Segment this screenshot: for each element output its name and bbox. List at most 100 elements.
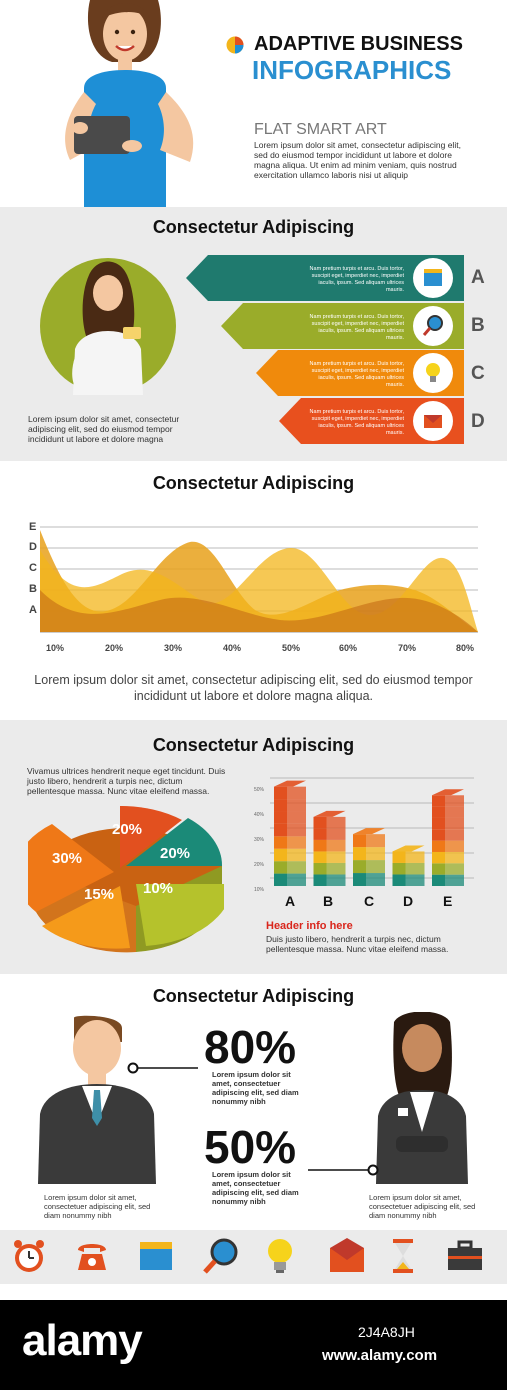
bar-e [432,789,464,886]
bar-a [274,780,306,886]
stat1-value: 80% [204,1021,297,1073]
bar-cap [392,845,425,852]
bar-label-e: E [443,893,453,909]
telephone-icon [72,1236,112,1276]
bar-segment [392,862,406,875]
bar-segment [274,848,287,862]
banner-d-text: Nam pretium turpis et arcu. Duis tortor,… [309,409,404,436]
bar-cap [353,828,385,835]
notepad-icon [413,258,453,298]
y-label-d: D [29,541,37,553]
envelope-icon [413,401,453,441]
briefcase-icon [445,1236,485,1276]
bar-segment [392,874,406,886]
bar-segment [274,823,287,837]
magnifier-icon-bar [202,1236,242,1276]
businesswoman-illustration [40,258,176,395]
header-body-text: Lorem ipsum dolor sit amet, consectetur … [254,140,461,180]
bar-segment [432,795,445,807]
banner-b-text: Nam pretium turpis et arcu. Duis tortor,… [309,314,404,341]
bar-segment-side [326,851,346,863]
bar-segment-side [445,806,464,818]
bar-segment [274,811,287,824]
bar-segment-side [287,811,306,824]
bar-segment-side [445,851,464,864]
bar-segment [353,860,366,874]
bar-segment [274,786,287,800]
lightbulb-icon [413,353,453,393]
pie-chart [28,806,224,953]
bar-segment [274,861,287,874]
bar-segment-side [326,816,346,829]
section-abcd: Consectetur Adipiscing Lorem ipsum dolor… [0,207,507,461]
header-title-line2: INFOGRAPHICS [252,55,452,85]
bar-segment-side [287,873,306,886]
bar-label-b: B [323,893,334,909]
pie-label-30: 30% [52,850,83,867]
watermark-brand: alamy [22,1316,143,1365]
x-label-50: 50% [282,643,301,653]
bar-segment-side [366,873,385,886]
header-section: ADAPTIVE BUSINESS INFOGRAPHICS FLAT SMAR… [0,0,507,207]
woman-with-tablet-illustration [65,0,194,207]
section3-footer: Duis justo libero, hendrerit a turpis ne… [266,934,449,954]
letter-c: C [471,363,485,384]
x-label-60: 60% [339,643,358,653]
bar-segment-side [287,823,306,837]
bar-segment-side [326,874,346,886]
businesswoman-arms-crossed-illustration [376,1012,468,1184]
bar-segment [432,863,445,875]
section1-title: Consectetur Adipiscing [152,217,355,237]
bar-segment [353,847,366,861]
bar-segment-side [445,863,464,875]
alarm-clock-icon [9,1236,49,1276]
footer-gap [0,1284,507,1300]
bar-c [353,828,385,886]
bar-chart [270,777,474,886]
x-label-20: 20% [105,643,124,653]
bar-segment [353,834,366,848]
stat1-text: Lorem ipsum dolor sit amet, consectetuer… [212,1070,299,1106]
x-label-40: 40% [223,643,242,653]
bar-b [313,810,346,886]
letter-d: D [471,411,485,432]
bar-label-d: D [403,893,414,909]
x-label-70: 70% [398,643,417,653]
magnifier-icon [413,306,453,346]
bar-segment [432,840,445,852]
bar-segment-side [287,799,306,812]
bar-segment-side [445,840,464,852]
pie-label-10: 10% [143,880,174,897]
bar-segment-side [287,786,306,800]
bar-cap [432,789,464,796]
pie-label-20b: 20% [160,845,191,862]
banner-a-text: Nam pretium turpis et arcu. Duis tortor,… [309,266,404,293]
x-label-30: 30% [164,643,183,653]
x-label-80: 80% [456,643,475,653]
bar-y-tick-30: 30% [254,837,265,843]
stat2-connector [308,1164,379,1176]
pie-logo-icon [226,36,244,54]
bar-segment-side [366,847,385,861]
banner-c-text: Nam pretium turpis et arcu. Duis tortor,… [309,361,404,388]
bar-segment [313,874,327,886]
bar-y-ticks: 50% 40% 30% 20% 10% [254,778,268,903]
bar-segment [432,806,445,818]
letter-b: B [471,315,485,336]
bar-label-a: A [285,893,296,909]
bar-y-tick-10: 10% [254,887,265,893]
stat2-value: 50% [204,1121,297,1173]
bar-segment-side [326,828,346,840]
watermark-url: www.alamy.com [322,1347,438,1364]
pie-slice-15 [42,886,130,949]
businessman-illustration [38,1015,156,1184]
bar-segment-side [405,851,425,863]
pie-slice-20a [120,806,182,868]
bar-cap [274,780,306,787]
section2-title: Consectetur Adipiscing [152,473,355,493]
bar-segment [353,873,366,886]
man-caption: Lorem ipsum dolor sit amet, consectetuer… [44,1193,151,1220]
bar-label-c: C [364,893,375,909]
banner-a [186,255,464,301]
woman-caption: Lorem ipsum dolor sit amet, consectetuer… [369,1193,476,1220]
